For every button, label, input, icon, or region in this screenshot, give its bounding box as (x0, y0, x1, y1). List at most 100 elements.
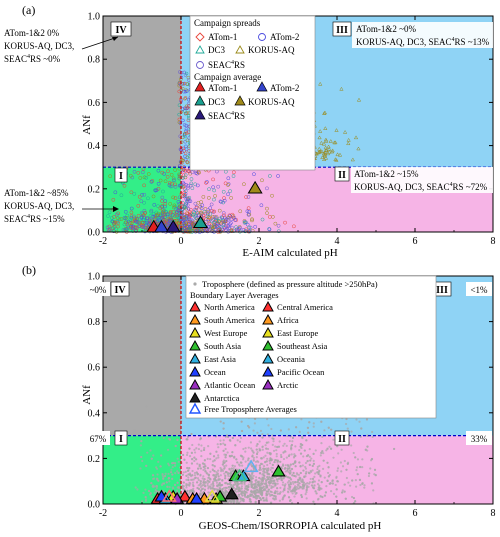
svg-text:KORUS-AQ, DC3,: KORUS-AQ, DC3, (4, 41, 74, 51)
svg-text:DC3: DC3 (208, 45, 226, 55)
svg-text:ANf: ANf (81, 385, 93, 405)
legend-b-boundary-title: Boundary Layer Averages (190, 290, 279, 300)
svg-text:Campaign spreads: Campaign spreads (194, 18, 261, 28)
svg-text:I: I (119, 171, 123, 182)
svg-text:33%: 33% (471, 434, 488, 444)
legend-b-item: Africa (262, 313, 299, 325)
svg-text:Ocean: Ocean (204, 367, 226, 377)
boundary-average-point (189, 491, 204, 504)
region-label-b-iv: IV (110, 281, 130, 297)
svg-text:Free Troposphere Averages: Free Troposphere Averages (204, 404, 297, 414)
svg-text:KORUS-AQ, DC3,: KORUS-AQ, DC3, (4, 201, 74, 211)
y-tick-label: 0.4 (88, 141, 101, 152)
svg-text:III: III (336, 25, 348, 36)
legend-a-avg-atom1: ATom-1 (194, 81, 237, 93)
x-tick-label: 4 (335, 236, 340, 247)
boundary-average-point (271, 464, 286, 477)
svg-text:KORUS-AQ, DC3, SEAC4RS ~13%: KORUS-AQ, DC3, SEAC4RS ~13% (356, 37, 490, 47)
region-label-a-iv: IV (110, 21, 132, 37)
svg-text:KORUS-AQ: KORUS-AQ (248, 45, 295, 55)
region-label-a-ii: II (334, 166, 350, 182)
legend-b-item: East Europe (262, 326, 319, 338)
svg-text:DC3: DC3 (208, 97, 226, 107)
free-troposphere-average-point (232, 468, 247, 482)
x-tick-label: 4 (335, 508, 340, 519)
svg-text:Atlantic Ocean: Atlantic Ocean (204, 380, 256, 390)
x-tick-label: 8 (491, 508, 496, 519)
panel-a: (a) -2 0 2 4 6 8 0.0 0.2 0.4 0.6 0.8 1.0 IV III I I… (4, 3, 496, 259)
panel-b: (b) -2 0 2 4 6 80.00.20.40.60.81.0 IV ~0% III… (22, 263, 496, 532)
x-tick-label: 6 (413, 508, 418, 519)
region-a-iv (103, 16, 181, 168)
region-label-b-ii: II (334, 430, 350, 446)
legend-b-item: Central America (262, 300, 333, 312)
region-percent-b-iii: <1% (466, 282, 492, 296)
annotation-outside-i: ATom-1&2 ~85% KORUS-AQ, DC3, SEAC4RS ~15… (4, 188, 119, 224)
svg-text:Campaign average: Campaign average (194, 72, 261, 82)
svg-text:<1%: <1% (470, 285, 488, 295)
legend-a-spread-atom2: ATom-2 (258, 32, 299, 42)
svg-text:I: I (119, 434, 123, 445)
svg-text:Central America: Central America (277, 302, 333, 312)
legend-b-item: South America (189, 313, 255, 325)
svg-text:ATom-1: ATom-1 (208, 32, 237, 42)
free-troposphere-average-point (243, 459, 259, 473)
svg-text:ATom-1&2 0%: ATom-1&2 0% (4, 28, 60, 38)
legend-b-item: Southeast Asia (262, 339, 328, 351)
legend-b: Troposphere (defined as pressure altitud… (185, 275, 437, 419)
region-percent-b-ii: 33% (466, 431, 492, 445)
legend-b-item: Antarctica (189, 391, 240, 403)
free-troposphere-average-point (204, 489, 220, 502)
y-tick-label: 0.2 (88, 184, 101, 195)
legend-b-item: North America (189, 300, 255, 312)
y-tick-label: 0.4 (88, 408, 101, 419)
svg-text:ATom-1&2 ~85%: ATom-1&2 ~85% (4, 188, 69, 198)
svg-text:Southeast Asia: Southeast Asia (277, 341, 328, 351)
legend-b-troposphere: Troposphere (defined as pressure altitud… (193, 279, 378, 289)
svg-text:SEAC4RS: SEAC4RS (208, 60, 245, 70)
y-tick-label: 1.0 (88, 12, 101, 23)
legend-b-item: Atlantic Ocean (189, 378, 256, 390)
y-tick-label: 0.8 (88, 317, 101, 328)
legend-b-item: Arctic (262, 378, 298, 390)
boundary-average-point (177, 489, 193, 502)
panel-a-ylabel: ANf (81, 115, 93, 135)
svg-text:ATom-1: ATom-1 (208, 83, 237, 93)
svg-text:ATom-1&2 ~0%: ATom-1&2 ~0% (356, 24, 416, 34)
legend-b-item: Oceania (262, 352, 305, 364)
legend-a-avg-dc3: DC3 (194, 95, 226, 107)
x-tick-label: 2 (257, 508, 262, 519)
panel-b-label: (b) (22, 263, 36, 277)
svg-text:ATom-2: ATom-2 (270, 32, 299, 42)
legend-b-item: West Europe (189, 326, 248, 338)
region-label-a-i: I (114, 167, 128, 183)
boundary-average-point (224, 487, 239, 500)
svg-text:ATom-2: ATom-2 (270, 83, 299, 93)
average-point-korus-aq (247, 180, 263, 194)
legend-a: Campaign spreads ATom-1 ATom-2 DC3 KORUS… (189, 15, 316, 171)
svg-text:North America: North America (204, 302, 255, 312)
region-b-iv (103, 276, 181, 436)
panel-b-ylabel: ANf (81, 385, 93, 405)
average-point-dc3 (192, 215, 209, 229)
svg-text:II: II (338, 434, 346, 445)
x-tick-label: -2 (99, 508, 107, 519)
x-tick-label: -2 (99, 236, 107, 247)
y-tick-label: 1.0 (88, 272, 101, 283)
svg-text:SEAC4RS ~0%: SEAC4RS ~0% (4, 54, 61, 64)
svg-text:III: III (436, 285, 448, 296)
legend-a-avg-korus: KORUS-AQ (234, 95, 295, 107)
x-tick-label: 0 (179, 236, 184, 247)
legend-a-spread-seac4rs: SEAC4RS (196, 60, 245, 70)
panel-b-xlabel: GEOS-Chem/ISORROPIA calculated pH (199, 520, 382, 532)
x-tick-label: 8 (491, 236, 496, 247)
svg-text:ATom-1&2 ~15%: ATom-1&2 ~15% (354, 169, 419, 179)
svg-text:Pacific Ocean: Pacific Ocean (277, 367, 325, 377)
svg-text:Troposphere (defined as pressu: Troposphere (defined as pressure altitud… (202, 279, 378, 289)
svg-text:East Europe: East Europe (277, 328, 319, 338)
svg-text:SEAC4RS ~15%: SEAC4RS ~15% (4, 214, 65, 224)
svg-text:Arctic: Arctic (277, 380, 298, 390)
svg-text:Africa: Africa (277, 315, 299, 325)
panel-a-label: (a) (22, 3, 35, 17)
